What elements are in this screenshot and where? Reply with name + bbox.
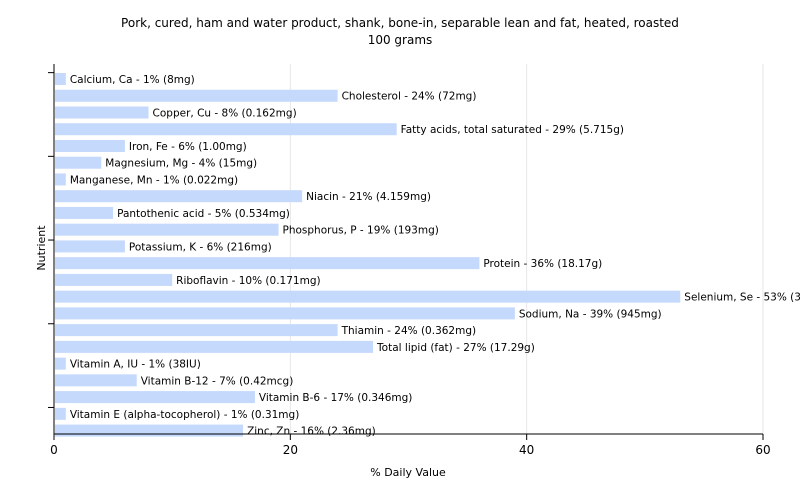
x-tick-label: 60 — [755, 443, 770, 457]
x-tick-label: 0 — [50, 443, 58, 457]
bar — [55, 391, 255, 404]
bar — [55, 190, 303, 203]
bar-label: Manganese, Mn - 1% (0.022mg) — [70, 174, 238, 186]
bar — [55, 123, 397, 136]
bar-label: Magnesium, Mg - 4% (15mg) — [105, 158, 257, 170]
x-tick-label: 20 — [283, 443, 298, 457]
y-axis-label: Nutrient — [35, 225, 48, 271]
bar — [55, 424, 244, 437]
bar-label: Vitamin A, IU - 1% (38IU) — [70, 359, 201, 371]
axes-group: 0 20 40 60 — [48, 64, 771, 457]
bar-label: Protein - 36% (18.17g) — [483, 258, 602, 270]
bar-label: Zinc, Zn - 16% (2.36mg) — [247, 426, 376, 438]
bar — [55, 340, 374, 353]
bar — [55, 156, 102, 169]
bar-label: Sodium, Na - 39% (945mg) — [519, 308, 662, 320]
chart-title: Pork, cured, ham and water product, shan… — [121, 16, 679, 30]
bar-label: Vitamin B-6 - 17% (0.346mg) — [259, 392, 413, 404]
bar — [55, 357, 66, 370]
bar — [55, 106, 149, 119]
bar — [55, 240, 125, 253]
bar — [55, 374, 137, 387]
bars-group: Calcium, Ca - 1% (8mg) Cholesterol - 24% … — [55, 73, 800, 438]
bar-label: Iron, Fe - 6% (1.00mg) — [129, 141, 247, 153]
bar-label: Calcium, Ca - 1% (8mg) — [70, 74, 195, 86]
bar-label: Riboflavin - 10% (0.171mg) — [176, 275, 320, 287]
bar — [55, 73, 66, 85]
bar — [55, 273, 173, 286]
bar-label: Cholesterol - 24% (72mg) — [342, 91, 477, 103]
bar-label: Thiamin - 24% (0.362mg) — [341, 325, 477, 337]
bar — [55, 407, 66, 420]
bar-label: Selenium, Se - 53% (37.3mcg) — [684, 292, 800, 304]
bar-label: Vitamin E (alpha-tocopherol) - 1% (0.31m… — [70, 409, 299, 421]
bar-label: Pantothenic acid - 5% (0.534mg) — [117, 208, 290, 220]
bar — [55, 324, 338, 337]
bar — [55, 206, 114, 219]
bar-label: Total lipid (fat) - 27% (17.29g) — [376, 342, 535, 354]
x-tick-label: 40 — [519, 443, 534, 457]
bar-label: Vitamin B-12 - 7% (0.42mcg) — [141, 375, 294, 387]
bar — [55, 307, 515, 320]
bar-label: Fatty acids, total saturated - 29% (5.71… — [401, 124, 624, 136]
bar-label: Copper, Cu - 8% (0.162mg) — [153, 107, 297, 119]
bar-label: Phosphorus, P - 19% (193mg) — [283, 225, 439, 237]
bar-label: Niacin - 21% (4.159mg) — [306, 191, 431, 203]
bar — [55, 173, 66, 186]
chart-subtitle: 100 grams — [368, 33, 433, 47]
bar — [55, 257, 480, 270]
bar — [55, 89, 338, 102]
bar — [55, 139, 125, 152]
bar — [55, 223, 279, 236]
bar-label: Potassium, K - 6% (216mg) — [129, 241, 272, 253]
bar — [55, 290, 681, 303]
x-axis-label: % Daily Value — [370, 466, 446, 479]
